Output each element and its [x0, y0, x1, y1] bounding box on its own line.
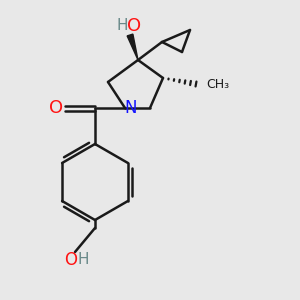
- Text: O: O: [49, 99, 63, 117]
- Text: H: H: [77, 253, 89, 268]
- Text: CH₃: CH₃: [206, 77, 229, 91]
- Text: H: H: [116, 19, 128, 34]
- Text: O: O: [64, 251, 77, 269]
- Text: O: O: [127, 17, 141, 35]
- Text: N: N: [125, 99, 137, 117]
- Polygon shape: [127, 34, 138, 60]
